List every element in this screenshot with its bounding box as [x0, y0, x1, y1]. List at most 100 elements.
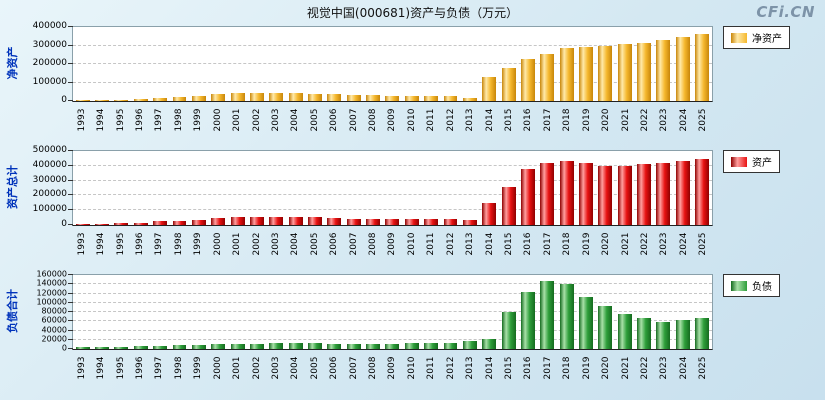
bar	[327, 343, 342, 349]
bar	[656, 162, 671, 225]
bar-slot	[170, 151, 189, 225]
bar-slot	[596, 151, 615, 225]
bar-slot	[693, 27, 712, 101]
plot-area	[68, 150, 713, 226]
bars	[73, 151, 712, 225]
bar	[443, 96, 458, 101]
gridline	[73, 283, 712, 285]
x-tick-label: 2012	[445, 232, 456, 256]
x-tick-slot: 2015	[499, 102, 518, 144]
x-tick-slot: 2010	[402, 350, 421, 392]
x-tick-label: 2008	[368, 108, 379, 132]
y-tick-mark	[68, 329, 73, 331]
x-tick-label: 2002	[251, 108, 262, 132]
x-tick-slot: 1999	[189, 226, 208, 268]
header: 视觉中国(000681)资产与负债（万元） CFi.CN	[0, 0, 825, 26]
bar	[95, 99, 109, 101]
bar	[366, 218, 381, 225]
bar-slot	[73, 27, 92, 101]
x-tick-slot: 2009	[383, 350, 402, 392]
bar	[249, 343, 264, 349]
x-tick-label: 1996	[134, 356, 145, 380]
bar-slot	[170, 275, 189, 349]
x-tick-label: 2012	[445, 356, 456, 380]
bar	[520, 291, 535, 349]
bar-slot	[576, 151, 595, 225]
bar	[424, 96, 439, 101]
x-tick-label: 2019	[581, 356, 592, 380]
bar-slot	[228, 275, 247, 349]
y-axis-title-wrap: 资产总计	[4, 150, 20, 224]
bar-slot	[363, 275, 382, 349]
gridline	[73, 329, 712, 331]
x-tick-slot: 2014	[480, 350, 499, 392]
bar	[230, 93, 245, 101]
x-tick-slot: 2019	[577, 350, 596, 392]
x-tick-slot: 1995	[111, 226, 130, 268]
x-tick-slot: 2002	[247, 350, 266, 392]
bar	[211, 218, 226, 225]
bar-slot	[673, 27, 692, 101]
bar-slot	[247, 275, 266, 349]
x-tick-slot: 2013	[460, 350, 479, 392]
x-tick-slot: 2009	[383, 226, 402, 268]
bar	[675, 37, 690, 101]
x-tick-slot: 2019	[577, 226, 596, 268]
bar	[695, 159, 710, 225]
x-tick-label: 2025	[698, 108, 709, 132]
x-tick-slot: 2018	[558, 102, 577, 144]
bar-slot	[189, 27, 208, 101]
x-tick-slot: 2016	[519, 350, 538, 392]
x-tick-label: 1999	[193, 232, 204, 256]
x-tick-label: 1998	[173, 232, 184, 256]
x-tick-label: 2013	[465, 232, 476, 256]
x-tick-slot: 1993	[72, 350, 91, 392]
x-tick-label: 2011	[426, 108, 437, 132]
bar	[462, 98, 477, 101]
x-tick-label: 2003	[270, 108, 281, 132]
x-tick-label: 2005	[309, 232, 320, 256]
x-tick-slot: 2022	[635, 102, 654, 144]
y-tick-mark	[68, 301, 73, 303]
bar-slot	[441, 27, 460, 101]
x-tick-label: 1994	[96, 356, 107, 380]
gridline	[73, 63, 712, 64]
bar-slot	[693, 275, 712, 349]
bar-slot	[480, 151, 499, 225]
bar-slot	[383, 27, 402, 101]
bar-slot	[499, 151, 518, 225]
x-tick-slot: 2014	[480, 102, 499, 144]
legend-box: 净资产	[723, 26, 790, 49]
plot-column: 1993 1994 1995 1996 1997 1998 1999 2000 2001 2002…	[68, 26, 713, 144]
x-tick-slot: 2007	[344, 102, 363, 144]
bar-slot	[421, 27, 440, 101]
x-tick-slot: 2002	[247, 226, 266, 268]
bar-slot	[344, 27, 363, 101]
bar	[559, 284, 574, 349]
x-tick-slot: 2006	[324, 102, 343, 144]
legend: 净资产	[713, 26, 819, 144]
x-tick-slot: 2003	[266, 350, 285, 392]
x-tick-slot: 2004	[286, 350, 305, 392]
x-tick-label: 2021	[620, 232, 631, 256]
bar-slot	[634, 275, 653, 349]
x-tick-label: 2004	[290, 232, 301, 256]
x-tick-label: 2017	[542, 356, 553, 380]
x-tick-label: 1995	[115, 232, 126, 256]
x-tick-slot: 2011	[422, 226, 441, 268]
bar	[404, 95, 419, 101]
bar-slot	[363, 27, 382, 101]
x-tick-label: 2005	[309, 108, 320, 132]
bar-slot	[170, 27, 189, 101]
bar-slot	[615, 27, 634, 101]
bar	[656, 39, 671, 101]
bar-slot	[131, 275, 150, 349]
bar-slot	[247, 27, 266, 101]
y-tick-mark	[68, 81, 73, 83]
bar	[95, 223, 109, 225]
bar-slot	[480, 27, 499, 101]
figure-title: 视觉中国(000681)资产与负债（万元）	[306, 6, 519, 20]
bar	[617, 44, 632, 101]
x-tick-label: 2001	[232, 232, 243, 256]
bar-slot	[499, 275, 518, 349]
